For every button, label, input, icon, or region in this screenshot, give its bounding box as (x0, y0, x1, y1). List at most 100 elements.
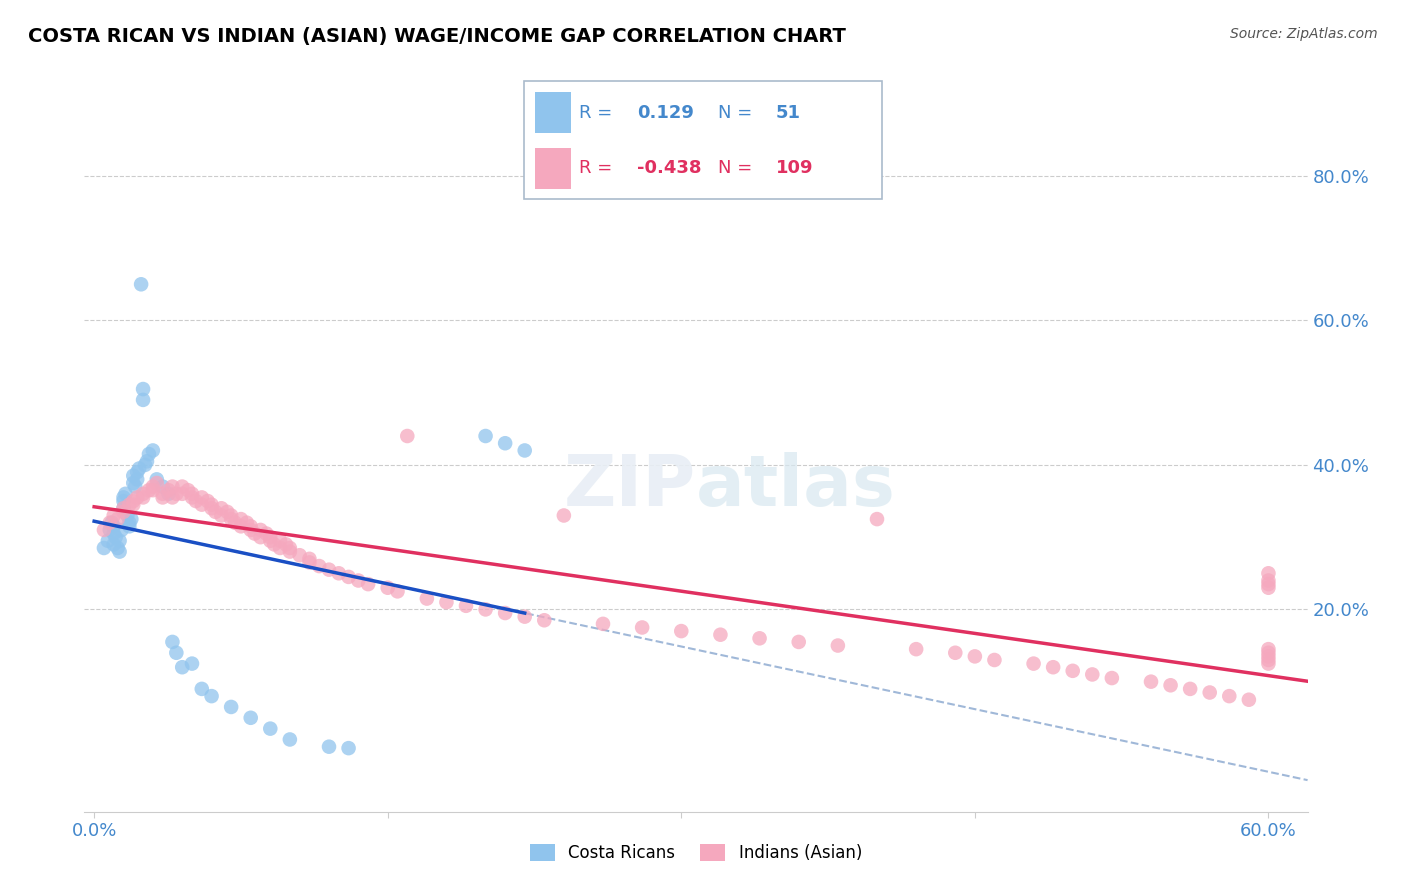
Point (827, 639, 849, 653)
Point (436, 595, 458, 609)
Point (112, 494, 135, 508)
Point (533, 613, 555, 627)
Point (278, 732, 301, 747)
Point (136, 454, 159, 468)
Point (138, 483, 160, 498)
Point (1042, 660, 1064, 674)
Point (1218, 689, 1240, 703)
Text: 0.129: 0.129 (637, 103, 695, 122)
Point (124, 480, 146, 494)
Point (513, 443, 536, 458)
Point (172, 480, 194, 494)
Point (236, 516, 259, 530)
Point (200, 689, 222, 703)
Point (243, 526, 266, 541)
Point (162, 635, 184, 649)
Text: R =: R = (579, 159, 612, 178)
Point (1257, 577, 1279, 591)
Point (157, 487, 180, 501)
Point (138, 447, 160, 461)
Point (274, 537, 297, 551)
Point (259, 533, 281, 548)
Point (142, 443, 165, 458)
Text: N =: N = (717, 159, 752, 178)
Point (288, 548, 311, 562)
Point (337, 741, 360, 756)
Point (98, 523, 121, 537)
Point (184, 494, 207, 508)
Point (263, 537, 285, 551)
Point (107, 541, 129, 555)
Point (416, 591, 439, 606)
Point (146, 475, 169, 490)
Point (93, 523, 115, 537)
Point (103, 526, 125, 541)
Point (112, 505, 135, 519)
Point (122, 475, 145, 490)
Point (177, 483, 200, 498)
Point (103, 519, 125, 533)
Text: ZIP: ZIP (564, 452, 696, 521)
Point (494, 436, 516, 450)
Point (1257, 574, 1279, 588)
Point (1081, 667, 1104, 681)
Point (122, 468, 145, 483)
Point (513, 609, 536, 624)
Point (117, 508, 139, 523)
Point (165, 487, 187, 501)
Point (120, 512, 142, 526)
Point (200, 501, 222, 516)
Point (128, 461, 150, 475)
Point (474, 602, 496, 616)
Point (219, 508, 242, 523)
FancyBboxPatch shape (534, 92, 571, 133)
Point (127, 465, 149, 479)
Point (122, 494, 145, 508)
Point (943, 646, 966, 660)
Point (152, 487, 174, 501)
Point (197, 494, 219, 508)
Text: 109: 109 (776, 159, 814, 178)
Point (127, 472, 149, 486)
Point (118, 519, 141, 533)
Point (127, 491, 149, 505)
Point (709, 628, 731, 642)
Point (191, 498, 214, 512)
Point (474, 429, 496, 443)
Point (98, 516, 121, 530)
Point (181, 487, 204, 501)
Point (191, 681, 214, 696)
Point (377, 581, 399, 595)
Point (165, 646, 187, 660)
Point (204, 505, 226, 519)
Point (1257, 581, 1279, 595)
Point (93, 541, 115, 555)
Point (107, 512, 129, 526)
Point (129, 277, 152, 292)
Point (146, 472, 169, 486)
Point (278, 541, 301, 555)
Point (396, 429, 419, 443)
Point (1022, 657, 1045, 671)
Point (592, 616, 614, 631)
Point (269, 533, 291, 548)
Point (1257, 566, 1279, 581)
Point (181, 657, 204, 671)
Point (239, 711, 262, 725)
Point (191, 491, 214, 505)
Point (209, 508, 232, 523)
Point (162, 491, 184, 505)
Point (337, 570, 360, 584)
Point (454, 599, 477, 613)
Point (209, 501, 232, 516)
Point (259, 722, 281, 736)
Point (172, 660, 194, 674)
Point (249, 530, 271, 544)
Point (1160, 678, 1182, 692)
Point (239, 519, 262, 533)
Point (110, 523, 132, 537)
Point (152, 491, 174, 505)
Point (103, 508, 125, 523)
Text: N =: N = (717, 103, 752, 122)
Point (104, 530, 127, 544)
